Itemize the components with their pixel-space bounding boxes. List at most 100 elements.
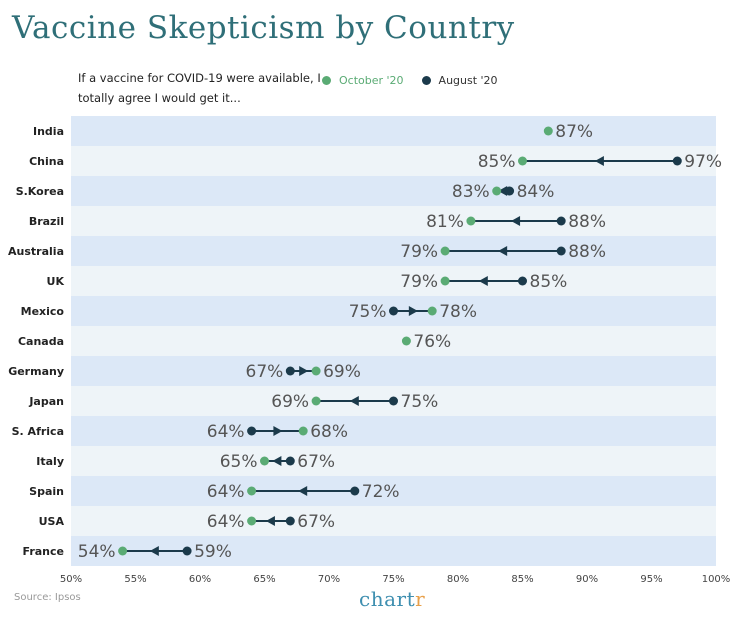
arrow-uk: [478, 276, 488, 286]
value-label-october-s-africa: 68%: [310, 422, 348, 442]
arrow-spain: [298, 486, 308, 496]
row-band-india: [71, 116, 716, 146]
value-label-august-germany: 67%: [246, 362, 284, 382]
value-label-october-japan: 69%: [271, 392, 309, 412]
row-band-usa: [71, 506, 716, 536]
point-october-china: [518, 156, 527, 166]
category-label-brazil: Brazil: [29, 215, 64, 228]
x-tick-75: 75%: [382, 574, 404, 585]
value-label-august-france: 59%: [194, 542, 232, 562]
row-band-australia: [71, 236, 716, 266]
chart-title: Vaccine Skepticism by Country: [12, 10, 515, 46]
category-label-france: France: [23, 545, 64, 558]
arrow-brazil: [511, 216, 521, 226]
point-august-china: [672, 156, 682, 166]
value-label-october-mexico: 78%: [439, 302, 477, 322]
point-august-usa: [285, 516, 295, 526]
x-tick-95: 95%: [640, 574, 662, 585]
point-october-spain: [247, 486, 257, 496]
row-band-s-africa: [71, 416, 716, 446]
row-band-brazil: [71, 206, 716, 236]
point-october-japan: [311, 396, 321, 406]
point-august-france: [182, 546, 192, 556]
value-label-october-india: 87%: [555, 122, 593, 142]
category-label-italy: Italy: [36, 455, 64, 468]
value-label-october-brazil: 81%: [426, 212, 464, 232]
x-tick-60: 60%: [189, 574, 211, 585]
point-october-uk: [440, 276, 450, 286]
point-october-germany: [311, 366, 321, 376]
legend-label-october: October '20: [339, 74, 404, 87]
arrow-japan: [349, 396, 359, 406]
x-tick-100: 100%: [702, 574, 731, 585]
brand-accent: r: [415, 587, 426, 611]
value-label-october-s-korea: 83%: [452, 182, 490, 202]
point-october-usa: [247, 516, 257, 526]
point-august-s-korea: [505, 186, 515, 196]
category-label-india: India: [33, 125, 64, 138]
value-label-august-china: 97%: [684, 152, 722, 172]
value-label-august-s-africa: 64%: [207, 422, 245, 442]
value-label-october-china: 85%: [478, 152, 516, 172]
row-band-s-korea: [71, 176, 716, 206]
value-label-october-spain: 64%: [207, 482, 245, 502]
point-august-germany: [285, 366, 295, 376]
point-october-s-korea: [492, 186, 502, 196]
value-label-october-italy: 65%: [220, 452, 258, 472]
value-label-october-uk: 79%: [400, 272, 438, 292]
arrow-s-korea: [498, 186, 508, 196]
point-august-australia: [556, 246, 566, 256]
point-august-mexico: [389, 306, 398, 316]
point-october-mexico: [427, 306, 437, 316]
arrow-mexico: [408, 306, 418, 316]
value-label-october-germany: 69%: [323, 362, 361, 382]
legend-item-august: August '20: [421, 74, 498, 87]
value-label-august-usa: 67%: [297, 512, 335, 532]
row-band-uk: [71, 266, 716, 296]
x-tick-80: 80%: [447, 574, 469, 585]
point-october-india: [543, 126, 553, 136]
x-tick-90: 90%: [576, 574, 598, 585]
point-october-canada: [401, 336, 411, 346]
category-label-canada: Canada: [18, 335, 64, 348]
category-label-japan: Japan: [28, 395, 64, 408]
category-label-australia: Australia: [8, 245, 64, 258]
value-label-august-mexico: 75%: [349, 302, 387, 322]
arrow-s-africa: [273, 426, 283, 436]
arrow-china: [594, 156, 604, 166]
point-october-brazil: [466, 216, 476, 226]
category-label-s-korea: S.Korea: [16, 185, 64, 198]
value-label-august-brazil: 88%: [568, 212, 606, 232]
value-label-august-japan: 75%: [401, 392, 439, 412]
legend-dot-october: [322, 76, 331, 85]
brand-main: chart: [359, 587, 416, 611]
value-label-october-france: 54%: [78, 542, 116, 562]
value-label-august-italy: 67%: [297, 452, 335, 472]
value-label-august-spain: 72%: [362, 482, 400, 502]
x-tick-55: 55%: [124, 574, 146, 585]
value-label-october-australia: 79%: [400, 242, 438, 262]
point-august-japan: [389, 396, 398, 406]
category-label-mexico: Mexico: [21, 305, 65, 318]
source-note: Source: Ipsos: [14, 592, 81, 603]
x-tick-70: 70%: [318, 574, 340, 585]
point-august-spain: [350, 486, 360, 496]
legend: October '20 August '20: [322, 74, 498, 87]
row-band-spain: [71, 476, 716, 506]
point-october-australia: [440, 246, 450, 256]
x-tick-65: 65%: [253, 574, 275, 585]
point-october-italy: [260, 456, 269, 466]
row-band-canada: [71, 326, 716, 356]
point-august-brazil: [556, 216, 566, 226]
category-label-spain: Spain: [29, 485, 64, 498]
point-october-france: [118, 546, 128, 556]
legend-label-august: August '20: [438, 74, 498, 87]
value-label-october-canada: 76%: [413, 332, 451, 352]
category-label-s-africa: S. Africa: [12, 425, 64, 438]
legend-item-october: October '20: [322, 74, 404, 87]
point-october-s-africa: [298, 426, 308, 436]
category-label-usa: USA: [39, 515, 65, 528]
arrow-italy: [272, 456, 282, 466]
row-band-italy: [71, 446, 716, 476]
